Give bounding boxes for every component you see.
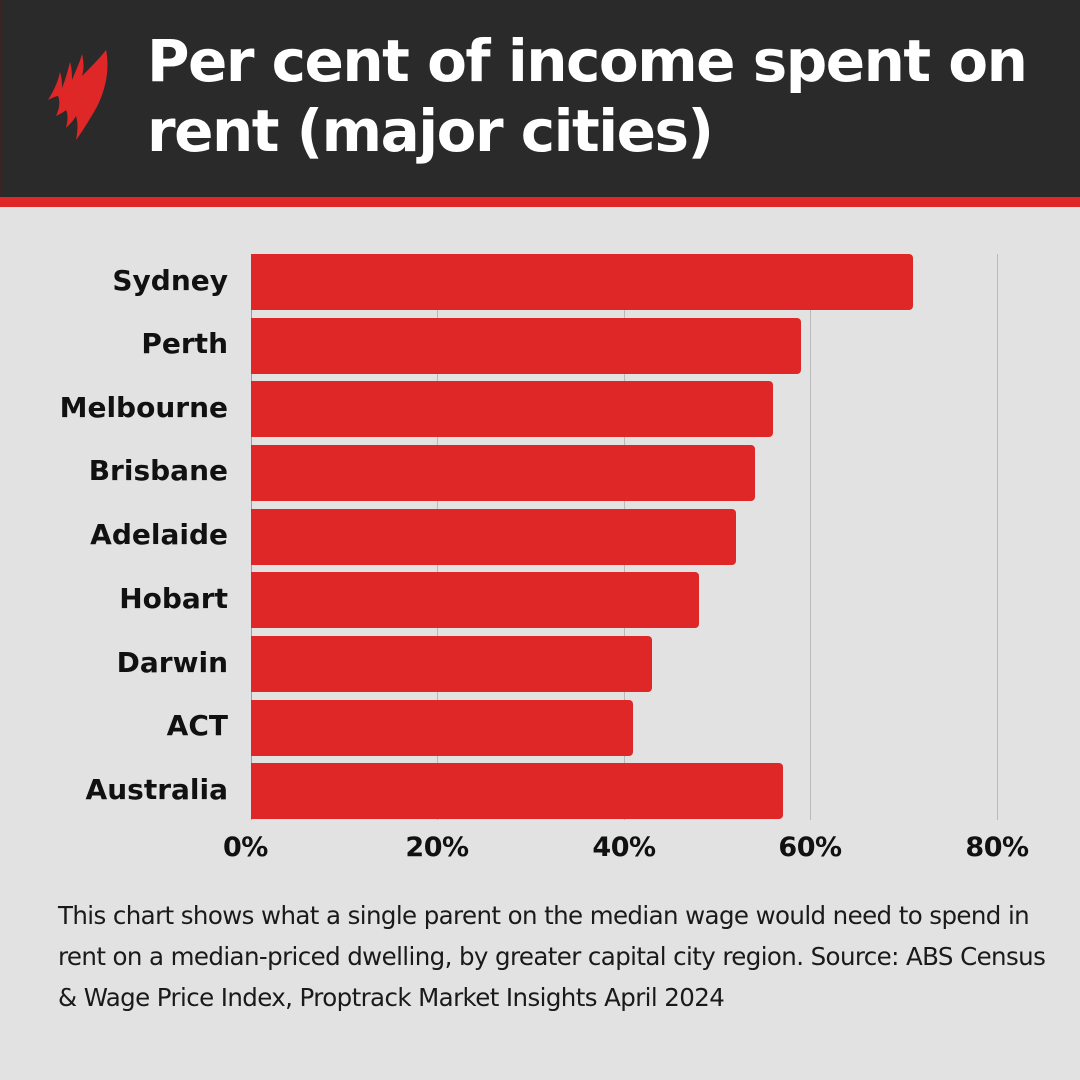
x-tick-label: 60%	[778, 832, 842, 863]
bar-act	[251, 700, 633, 756]
category-label: Hobart	[119, 582, 228, 615]
header-accent-bar	[0, 197, 1080, 207]
bar-hobart	[251, 572, 699, 628]
category-label: Darwin	[116, 646, 228, 679]
bar-australia	[251, 763, 783, 819]
sbs-logo-icon	[48, 50, 108, 140]
bar-adelaide	[251, 509, 736, 565]
x-tick-label: 0%	[223, 832, 268, 863]
category-label: Adelaide	[90, 518, 228, 551]
gridline-80	[997, 254, 998, 820]
bar-darwin	[251, 636, 652, 692]
bar-brisbane	[251, 445, 755, 501]
category-label: Brisbane	[88, 454, 228, 487]
category-label: Melbourne	[59, 391, 228, 424]
category-label: Perth	[141, 327, 228, 360]
x-tick-label: 80%	[965, 832, 1029, 863]
gridline-60	[810, 254, 811, 820]
category-label: ACT	[166, 709, 228, 742]
x-tick-label: 20%	[405, 832, 469, 863]
chart-footnote: This chart shows what a single parent on…	[58, 901, 1046, 1012]
x-tick-label: 40%	[592, 832, 656, 863]
bar-perth	[251, 318, 801, 374]
bar-melbourne	[251, 381, 773, 437]
header: Per cent of income spent on rent (major …	[0, 0, 1080, 197]
page-title: Per cent of income spent on rent (major …	[147, 27, 1028, 165]
bar-sydney	[251, 254, 913, 310]
category-label: Australia	[85, 773, 228, 806]
category-label: Sydney	[112, 264, 228, 297]
